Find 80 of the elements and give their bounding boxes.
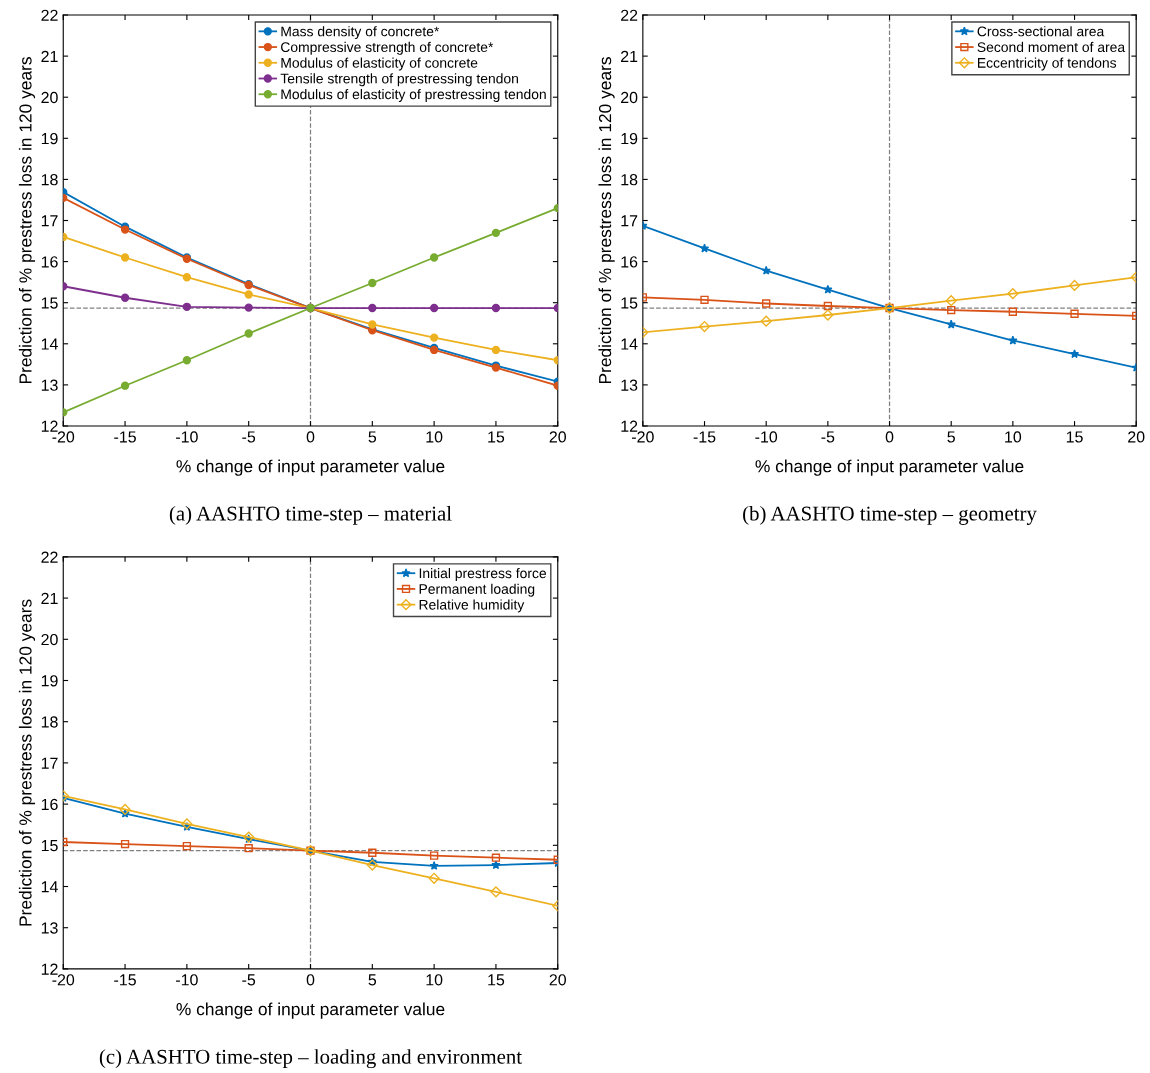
x-tick-label: 20	[549, 431, 567, 443]
x-tick-label: 15	[488, 431, 505, 443]
y-tick-label: 16	[621, 256, 638, 268]
y-tick-label: 15	[41, 297, 58, 309]
x-tick-label: 10	[1005, 431, 1022, 443]
x-tick-label: 0	[306, 431, 315, 443]
x-tick-label: 20	[1128, 431, 1145, 443]
y-tick-label: 21	[621, 50, 638, 62]
x-tick-label: 5	[947, 431, 955, 443]
text: (a) AASHTO time-step – material	[169, 505, 452, 525]
y-tick-label: 15	[41, 840, 58, 852]
legend-label: Modulus of elasticity of prestressing tendon	[281, 89, 546, 102]
y-tick-label: 12	[41, 963, 58, 975]
x-tick-label: 15	[1066, 431, 1083, 443]
legend-label: Relative humidity	[419, 599, 525, 613]
x-tick-label: 5	[368, 431, 377, 443]
y-tick-label: 20	[621, 91, 638, 104]
text: (c) AASHTO time-step – loading and environment	[99, 1049, 522, 1069]
x-tick-label: -15	[114, 974, 136, 986]
x-tick-label: -20	[52, 974, 75, 986]
text: (b) AASHTO time-step – geometry	[743, 505, 1037, 525]
y-tick-label: 19	[41, 132, 58, 145]
x-axis-title: % change of input parameter value	[176, 459, 445, 476]
y-tick-label: 18	[621, 174, 638, 186]
y-tick-label: 16	[41, 798, 58, 811]
y-tick-label: 18	[41, 716, 58, 728]
y-tick-label: 20	[41, 633, 58, 646]
y-tick-label: 13	[621, 379, 638, 391]
y-tick-label: 22	[41, 551, 58, 563]
y-tick-label: 21	[41, 592, 58, 604]
y-axis-title: Prediction of % prestress loss in 120 years	[598, 57, 615, 384]
y-tick-label: 16	[41, 256, 58, 268]
legend-label: Cross-sectional area	[977, 26, 1105, 37]
x-tick-label: 0	[306, 974, 315, 986]
y-tick-label: 20	[41, 91, 58, 104]
y-tick-label: 15	[621, 297, 638, 309]
x-axis-title: % change of input parameter value	[176, 1002, 445, 1019]
x-tick-label: -10	[176, 431, 198, 443]
legend-label: Permanent loading	[419, 583, 535, 597]
x-tick-label: 20	[549, 974, 567, 986]
y-axis-title: Prediction of % prestress loss in 120 years	[18, 599, 36, 926]
x-tick-label: 10	[426, 431, 443, 443]
y-axis-title: Prediction of % prestress loss in 120 years	[18, 57, 36, 384]
y-tick-label: 14	[41, 881, 58, 893]
legend-label: Modulus of elasticity of concrete	[281, 57, 478, 71]
y-tick-label: 12	[41, 420, 58, 432]
y-tick-label: 17	[41, 757, 58, 769]
x-tick-label: 0	[885, 431, 894, 443]
legend-label: Mass density of concrete*	[281, 26, 440, 40]
legend-label: Eccentricity of tendons	[978, 57, 1117, 71]
legend-label: Initial prestress force	[419, 568, 547, 581]
x-tick-label: 5	[368, 974, 377, 986]
x-tick-label: -10	[755, 431, 778, 443]
y-tick-label: 22	[41, 9, 58, 21]
x-tick-label: -15	[114, 431, 136, 443]
x-tick-label: -5	[242, 431, 256, 443]
y-tick-label: 21	[41, 50, 58, 62]
x-tick-label: -20	[52, 431, 75, 443]
y-tick-label: 19	[621, 132, 638, 145]
x-tick-label: -10	[176, 974, 198, 986]
x-tick-label: -5	[242, 974, 256, 986]
y-tick-label: 18	[41, 174, 58, 186]
y-tick-label: 13	[41, 922, 58, 934]
y-tick-label: 12	[621, 420, 638, 432]
x-tick-label: -5	[821, 431, 835, 443]
y-tick-label: 14	[41, 338, 58, 350]
y-tick-label: 17	[41, 215, 58, 227]
legend-label: Compressive strength of concrete*	[281, 41, 494, 55]
legend-label: Second moment of area	[977, 41, 1126, 53]
y-tick-label: 19	[41, 675, 58, 687]
x-tick-label: -20	[632, 431, 654, 443]
y-tick-label: 22	[621, 9, 638, 21]
x-tick-label: 10	[426, 974, 443, 986]
legend-label: Tensile strength of prestressing tendon	[280, 73, 518, 87]
x-tick-label: 15	[488, 974, 505, 986]
x-tick-label: -15	[693, 431, 716, 443]
y-tick-label: 17	[621, 215, 638, 227]
x-axis-title: % change of input parameter value	[755, 459, 1024, 476]
y-tick-label: 14	[621, 338, 638, 350]
y-tick-label: 13	[41, 379, 58, 391]
